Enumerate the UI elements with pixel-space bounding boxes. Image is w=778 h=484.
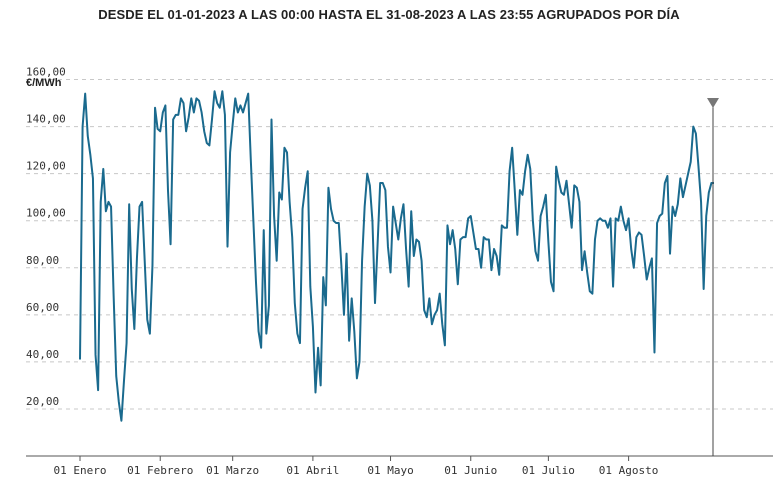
y-tick-label: 40,00 xyxy=(26,348,59,361)
x-tick-label: 01 Marzo xyxy=(206,464,259,477)
y-tick-label: 140,00 xyxy=(26,113,66,126)
x-tick-label: 01 Mayo xyxy=(367,464,413,477)
y-tick-label: 60,00 xyxy=(26,301,59,314)
y-tick-label: 120,00 xyxy=(26,160,66,173)
y-tick-label: 160,00 xyxy=(26,66,66,79)
series-line xyxy=(79,90,714,422)
x-tick-label: 01 Febrero xyxy=(127,464,193,477)
y-axis-ticks: 20,00 40,00 60,00 80,00 100,00 120,00 140,00 16… xyxy=(26,66,66,408)
x-tick-label: 01 Enero xyxy=(54,464,107,477)
x-tick-label: 01 Junio xyxy=(444,464,497,477)
x-tick-label: 01 Agosto xyxy=(599,464,659,477)
y-tick-label: 80,00 xyxy=(26,254,59,267)
y-tick-label: 100,00 xyxy=(26,207,66,220)
x-axis-ticks: 01 Enero 01 Febrero 01 Marzo 01 Abril 01 May… xyxy=(54,456,659,477)
x-tick-label: 01 Abril xyxy=(286,464,339,477)
chart-title: DESDE EL 01-01-2023 A LAS 00:00 HASTA EL… xyxy=(98,7,680,22)
y-tick-label: 20,00 xyxy=(26,395,59,408)
x-tick-label: 01 Julio xyxy=(522,464,575,477)
y-axis-unit-label: €/MWh xyxy=(26,77,62,89)
cursor-marker-icon[interactable] xyxy=(707,98,719,108)
